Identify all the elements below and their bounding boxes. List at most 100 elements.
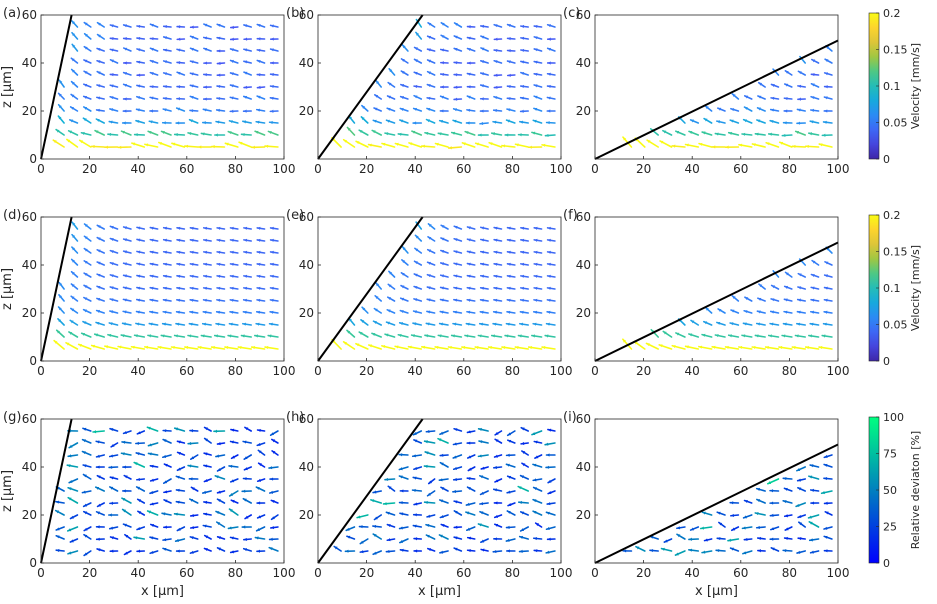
x-tick-label: 40 — [408, 566, 423, 580]
quiver-arrowhead — [124, 534, 129, 538]
quiver-arrowhead — [388, 82, 392, 86]
quiver-arrowhead — [389, 68, 393, 73]
quiver-arrowhead — [451, 131, 456, 135]
quiver-arrowhead — [243, 109, 247, 113]
quiver-arrowhead — [411, 334, 415, 338]
quiver-arrowhead — [217, 238, 221, 242]
quiver-arrowhead — [520, 24, 525, 29]
quiver-arrowhead — [83, 59, 88, 63]
quiver-arrowhead — [257, 59, 261, 63]
quiver-arrowhead — [506, 525, 510, 529]
quiver-arrowhead — [507, 238, 511, 242]
quiver-arrowhead — [176, 475, 180, 479]
quiver-arrowhead — [635, 546, 640, 550]
quiver-arrowhead — [400, 84, 405, 88]
quiver-arrowhead — [343, 139, 348, 143]
quiver-arrowhead — [784, 536, 788, 541]
quiver-arrowhead — [547, 47, 552, 51]
quiver-arrowhead — [507, 108, 511, 112]
quiver-arrowhead — [507, 226, 511, 230]
quiver-arrowhead — [771, 547, 775, 551]
quiver-arrowhead — [454, 225, 458, 229]
quiver-arrowhead — [270, 286, 274, 290]
quiver-arrowhead — [481, 548, 485, 552]
quiver-arrowhead — [453, 298, 458, 302]
quiver-arrowhead — [494, 454, 498, 458]
panel-label: (d) — [3, 208, 21, 223]
quiver-arrowhead — [176, 97, 181, 101]
quiver-arrowhead — [137, 499, 142, 503]
x-tick-label: 60 — [179, 162, 194, 176]
quiver-arrowhead — [83, 309, 87, 313]
y-tick-label: 60 — [576, 412, 591, 426]
quiver-arrowhead — [494, 286, 498, 290]
quiver-arrowhead — [346, 535, 351, 539]
quiver-arrowhead — [79, 140, 84, 144]
x-tick-label: 0 — [314, 566, 322, 580]
quiver-arrowhead — [698, 345, 703, 349]
quiver-arrowhead — [717, 511, 721, 515]
quiver-arrowhead — [507, 262, 511, 266]
quiver-arrowhead — [426, 534, 430, 538]
quiver-arrowhead — [824, 286, 828, 290]
quiver-arrowhead — [230, 84, 234, 88]
quiver-arrowhead — [440, 286, 444, 290]
quiver-arrowhead — [362, 307, 366, 311]
quiver-arrowhead — [507, 84, 511, 89]
quiver-arrowhead — [439, 534, 443, 538]
quiver-arrowhead — [792, 345, 796, 350]
quiver-arrowhead — [97, 225, 101, 229]
quiver-arrowhead — [82, 451, 86, 455]
quiver-arrowhead — [493, 537, 497, 541]
panel-label: (e) — [286, 208, 304, 223]
quiver-arrowhead — [96, 511, 100, 515]
quiver-arrowhead — [454, 238, 458, 242]
quiver-arrowhead — [215, 454, 220, 458]
y-tick-label: 40 — [299, 56, 314, 70]
x-axis-label: x [µm] — [418, 584, 461, 599]
quiver-arrowhead — [454, 35, 458, 39]
quiver-arrowhead — [148, 443, 152, 447]
quiver-arrowhead — [373, 534, 377, 538]
quiver-arrows — [53, 221, 279, 350]
quiver-arrowhead — [203, 298, 207, 302]
quiver-arrowhead — [742, 132, 746, 136]
quiver-arrowhead — [520, 84, 524, 89]
quiver-arrowhead — [123, 250, 127, 254]
quiver-arrowhead — [244, 85, 248, 89]
wedge-boundary — [40, 418, 73, 564]
quiver-arrowhead — [95, 130, 99, 134]
quiver-arrowhead — [467, 25, 471, 29]
quiver-arrowhead — [189, 322, 193, 326]
quiver-arrowhead — [797, 97, 801, 101]
quiver-arrowhead — [67, 528, 72, 532]
axes-box — [594, 216, 839, 362]
quiver-arrowhead — [355, 343, 360, 347]
quiver-arrowhead — [373, 490, 377, 494]
y-tick-label: 20 — [576, 104, 591, 118]
quiver-arrowhead — [448, 345, 452, 350]
quiver-arrowhead — [440, 72, 444, 77]
quiver-arrowhead — [243, 60, 248, 64]
quiver-arrowhead — [270, 24, 274, 28]
quiver-arrowhead — [107, 333, 112, 337]
quiver-arrowhead — [134, 536, 138, 540]
quiver-arrowhead — [440, 85, 444, 89]
quiver-arrowhead — [217, 499, 221, 503]
quiver-arrowhead — [467, 262, 471, 266]
quiver-arrowhead — [374, 308, 378, 312]
quiver-arrowhead — [506, 538, 510, 542]
quiver-arrowhead — [811, 83, 815, 87]
quiver-arrowhead — [518, 133, 522, 137]
quiver-arrowhead — [71, 69, 75, 73]
quiver-arrowhead — [84, 552, 88, 556]
quiver-arrowhead — [440, 453, 444, 457]
quiver-arrowhead — [124, 551, 128, 555]
quiver-arrowhead — [427, 71, 432, 75]
quiver-arrowhead — [123, 47, 128, 51]
quiver-arrowhead — [386, 119, 390, 123]
quiver-arrowhead — [413, 439, 418, 443]
quiver-arrowhead — [427, 48, 431, 52]
quiver-arrowhead — [480, 310, 484, 314]
quiver-arrowhead — [771, 83, 775, 87]
